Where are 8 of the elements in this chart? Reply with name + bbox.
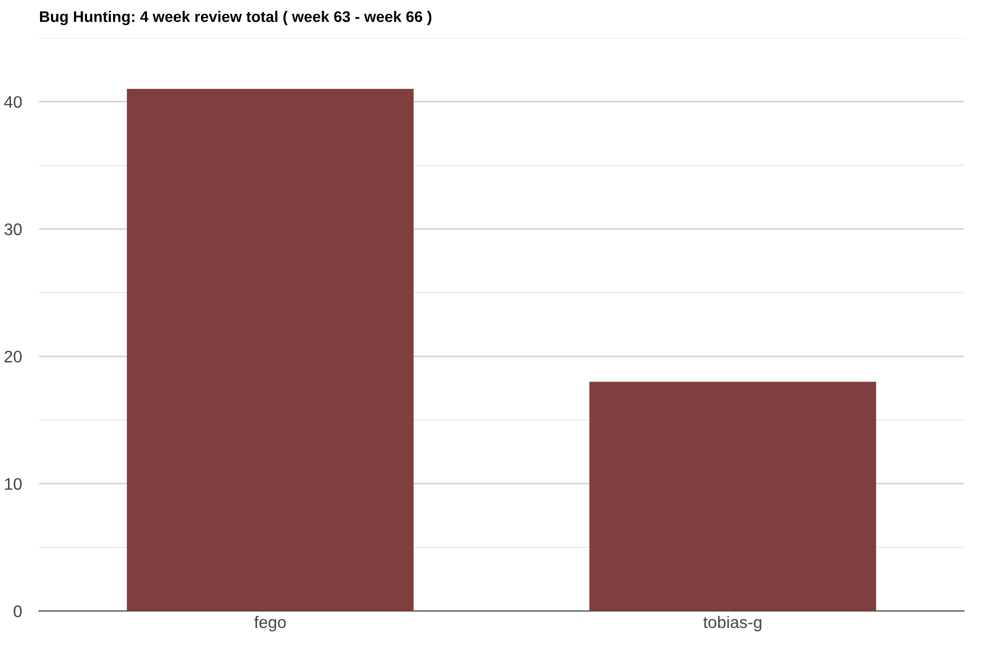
- y-tick-label: 40: [4, 96, 22, 108]
- y-tick-label: 20: [4, 350, 22, 363]
- chart-title: Bug Hunting: 4 week review total ( week 63 - week 66 ): [40, 10, 432, 26]
- x-tick-label: fego: [254, 616, 286, 632]
- y-tick-label: 10: [5, 478, 22, 490]
- y-tick-label: 30: [4, 223, 22, 236]
- x-tick-label: tobias-g: [703, 616, 762, 632]
- y-tick-label: 0: [14, 605, 22, 618]
